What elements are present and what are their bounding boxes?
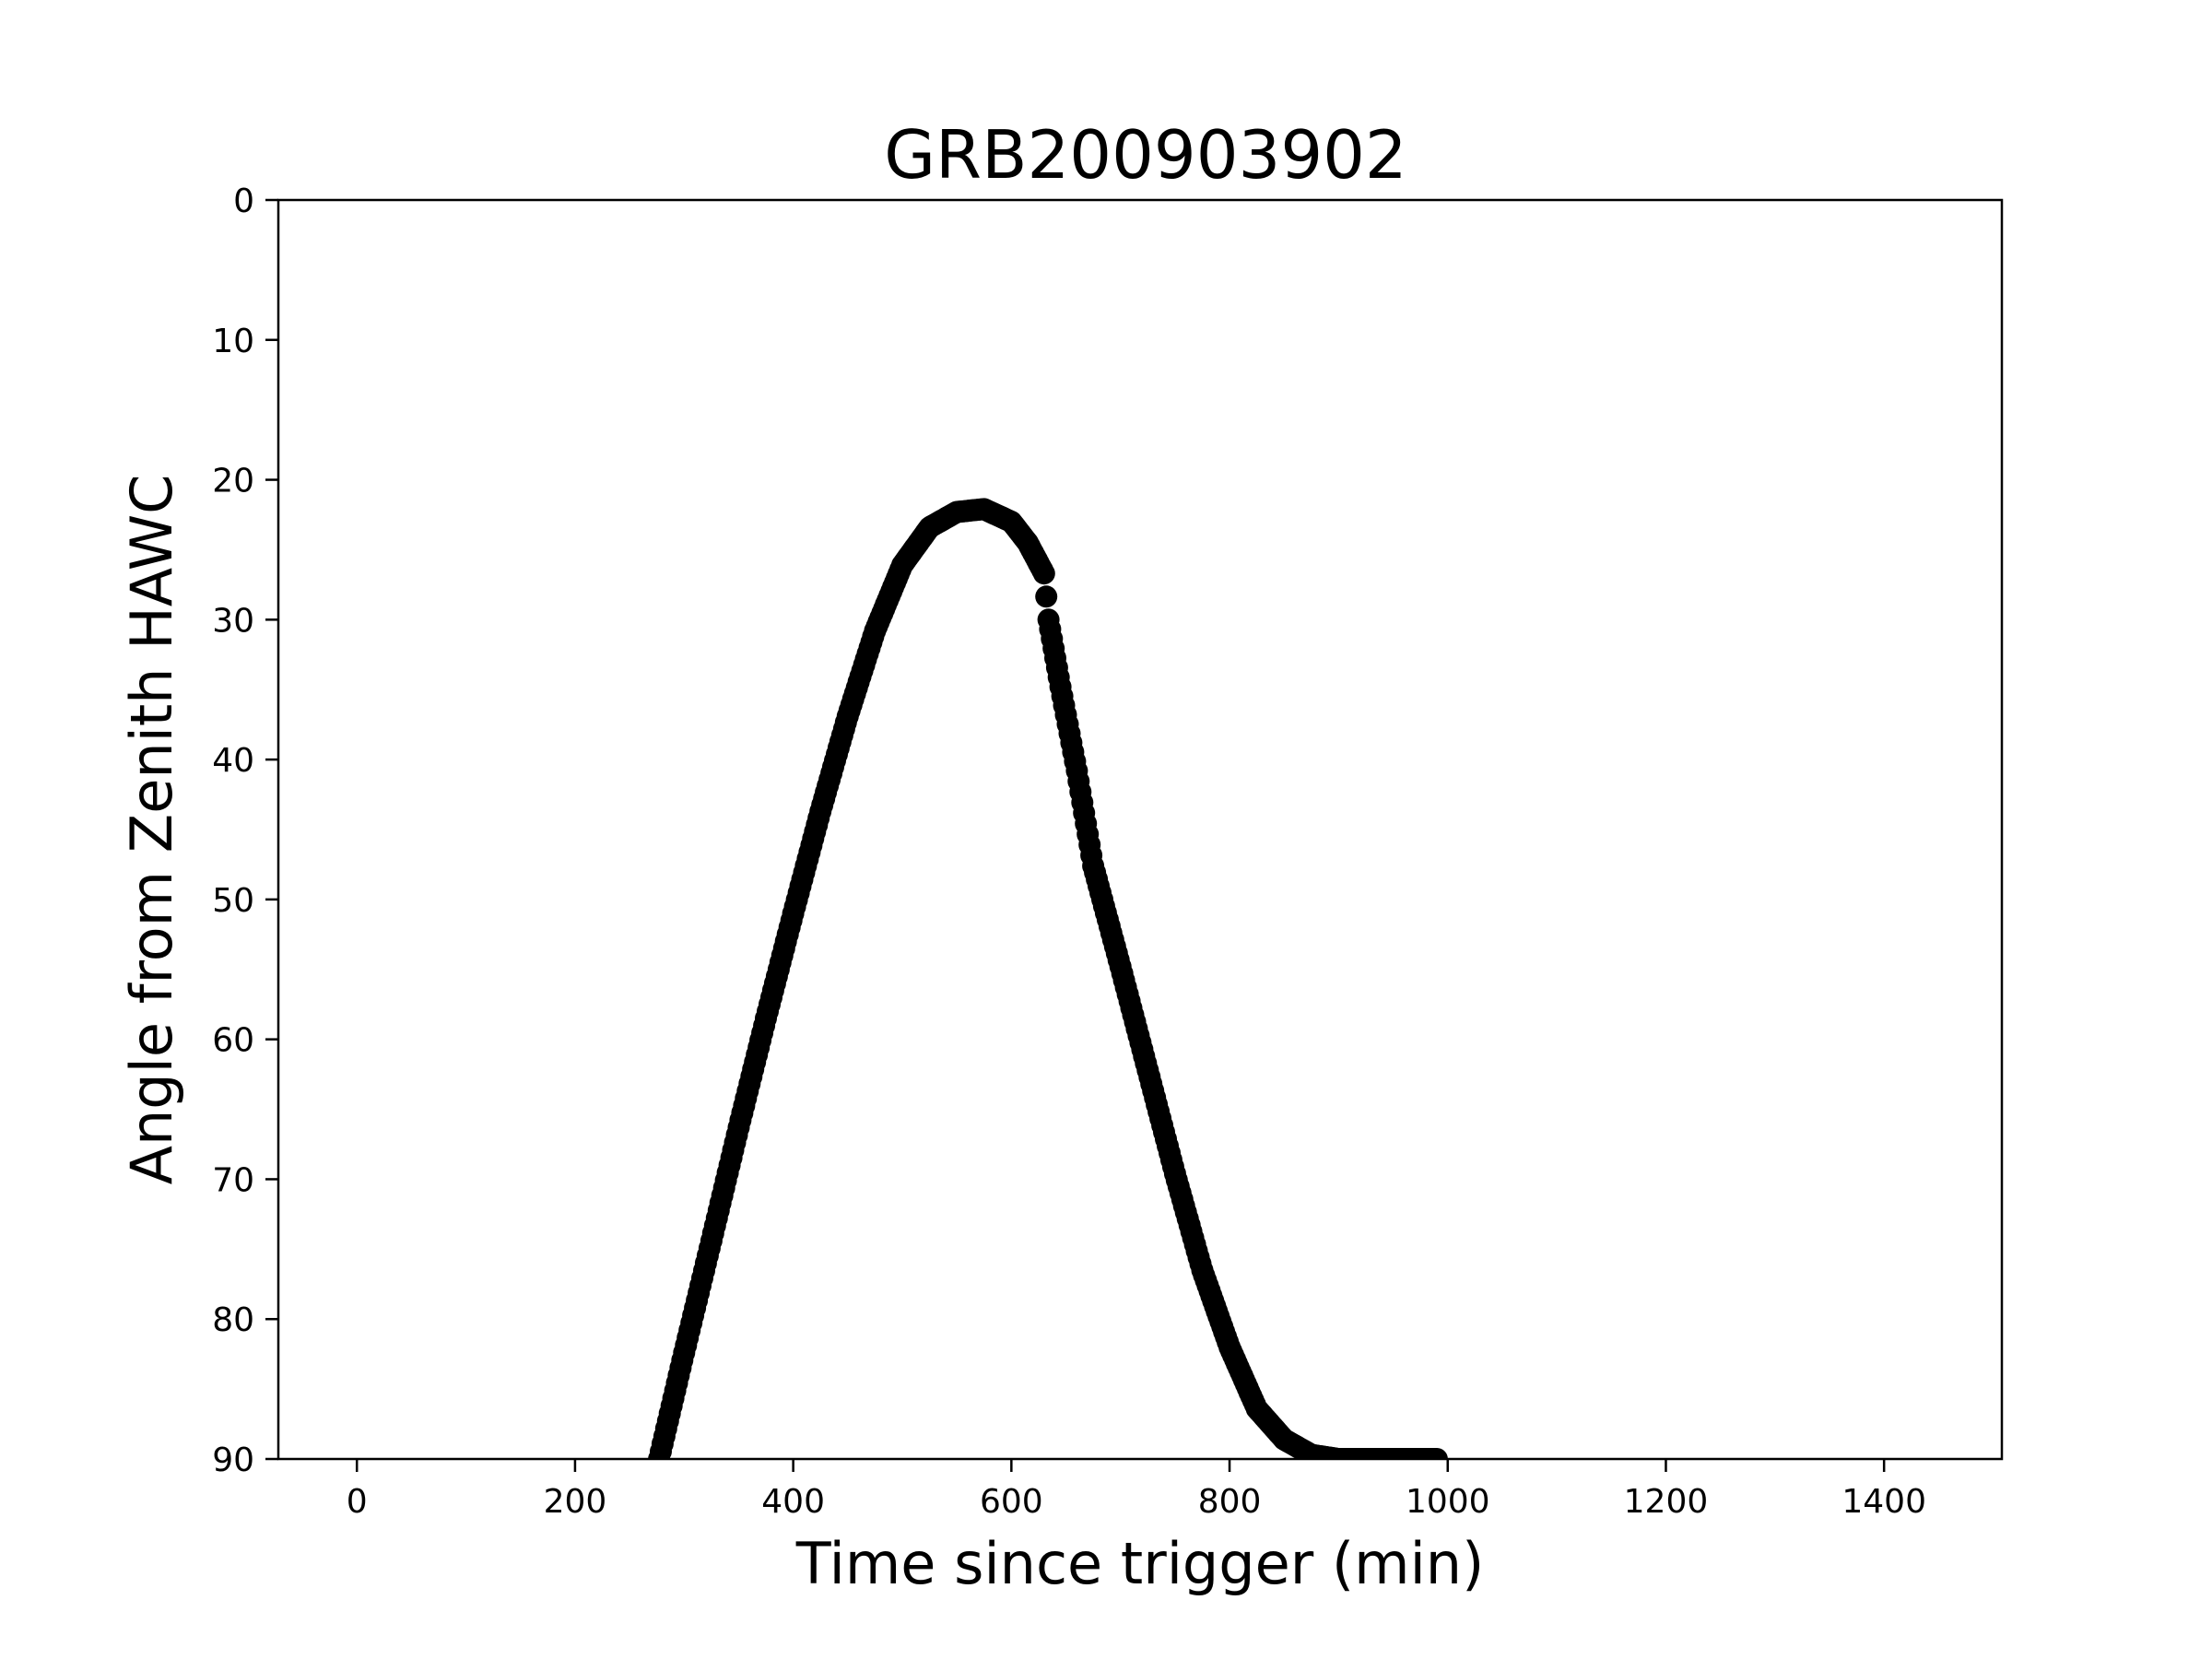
y-tick-label: 70 [212, 1161, 254, 1199]
y-tick-label: 0 [233, 182, 254, 220]
x-tick-label: 200 [544, 1483, 607, 1521]
x-tick-label: 0 [347, 1483, 368, 1521]
y-tick-label: 20 [212, 463, 254, 500]
x-tick-label: 1400 [1841, 1483, 1926, 1521]
x-axis: 0 200 400 600 800 1000 1200 1400 [347, 1459, 1926, 1521]
plot-frame [276, 198, 2004, 1461]
y-tick-label: 80 [212, 1301, 254, 1339]
data-point [1425, 1448, 1448, 1459]
y-tick-label: 50 [212, 882, 254, 920]
y-tick-label: 60 [212, 1022, 254, 1060]
x-tick-label: 600 [980, 1483, 1043, 1521]
x-tick-label: 1000 [1406, 1483, 1490, 1521]
x-tick-label: 400 [761, 1483, 825, 1521]
y-axis: 0 10 20 30 40 50 60 70 80 90 [212, 182, 278, 1479]
y-tick-label: 90 [212, 1441, 254, 1479]
plot-area [648, 498, 1448, 1459]
data-point [1032, 562, 1055, 585]
series-0 [648, 498, 1448, 1459]
data-point [1035, 585, 1058, 608]
x-tick-label: 800 [1198, 1483, 1262, 1521]
y-tick-label: 40 [212, 742, 254, 780]
y-tick-label: 30 [212, 602, 254, 640]
y-axis-label: Angle from Zenith HAWC [118, 475, 185, 1185]
chart-title: GRB200903902 [884, 116, 1407, 194]
x-tick-label: 1200 [1624, 1483, 1709, 1521]
y-tick-label: 10 [212, 323, 254, 360]
x-axis-label: Time since trigger (min) [795, 1530, 1485, 1597]
